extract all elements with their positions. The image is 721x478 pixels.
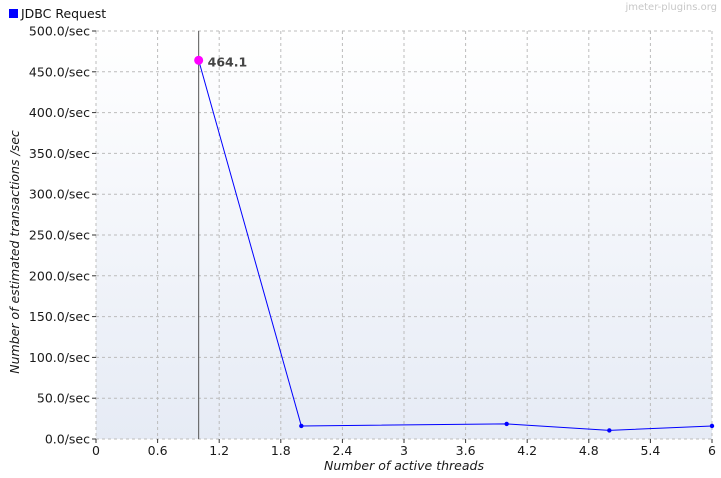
- x-tick-label: 1.8: [271, 443, 291, 458]
- x-tick-label: 4.8: [579, 443, 599, 458]
- y-axis-ticks: 0.0/sec 50.0/sec 100.0/sec 150.0/sec 200.0/s…: [29, 24, 96, 447]
- data-point: [607, 428, 612, 433]
- y-tick-label: 0.0/sec: [45, 432, 90, 447]
- x-tick-label: 1.2: [209, 443, 229, 458]
- y-tick-label: 350.0/sec: [29, 146, 90, 161]
- series-layer: 464.1: [194, 54, 715, 433]
- x-axis-ticks: 0 0.6 1.2 1.8 2.4 3 3.6 4.2 4.8 5.4 6: [92, 439, 716, 458]
- y-tick-label: 300.0/sec: [29, 187, 90, 202]
- data-point: [709, 423, 715, 429]
- legend-label: JDBC Request: [20, 6, 106, 21]
- highlighted-point: [194, 55, 204, 65]
- watermark: jmeter-plugins.org: [624, 2, 717, 13]
- x-tick-label: 6: [708, 443, 716, 458]
- x-tick-label: 0.6: [148, 443, 168, 458]
- x-tick-label: 2.4: [332, 443, 352, 458]
- highlight-value-label: 464.1: [208, 54, 248, 69]
- legend-swatch: [9, 9, 18, 18]
- y-tick-label: 200.0/sec: [29, 268, 90, 283]
- x-tick-label: 3: [400, 443, 408, 458]
- y-tick-label: 250.0/sec: [29, 228, 90, 243]
- y-axis-title: Number of estimated transactions /sec: [7, 130, 22, 374]
- x-tick-label: 3.6: [456, 443, 476, 458]
- y-tick-label: 50.0/sec: [37, 391, 90, 406]
- y-tick-label: 500.0/sec: [29, 24, 90, 39]
- data-point: [504, 421, 509, 427]
- x-tick-label: 0: [92, 443, 100, 458]
- y-tick-label: 400.0/sec: [29, 105, 90, 120]
- y-tick-label: 450.0/sec: [29, 64, 90, 79]
- data-point: [299, 423, 304, 429]
- x-tick-label: 4.2: [517, 443, 537, 458]
- x-axis-title: Number of active threads: [324, 458, 484, 473]
- y-tick-label: 100.0/sec: [29, 350, 90, 365]
- x-tick-label: 5.4: [640, 443, 660, 458]
- y-tick-label: 150.0/sec: [29, 309, 90, 324]
